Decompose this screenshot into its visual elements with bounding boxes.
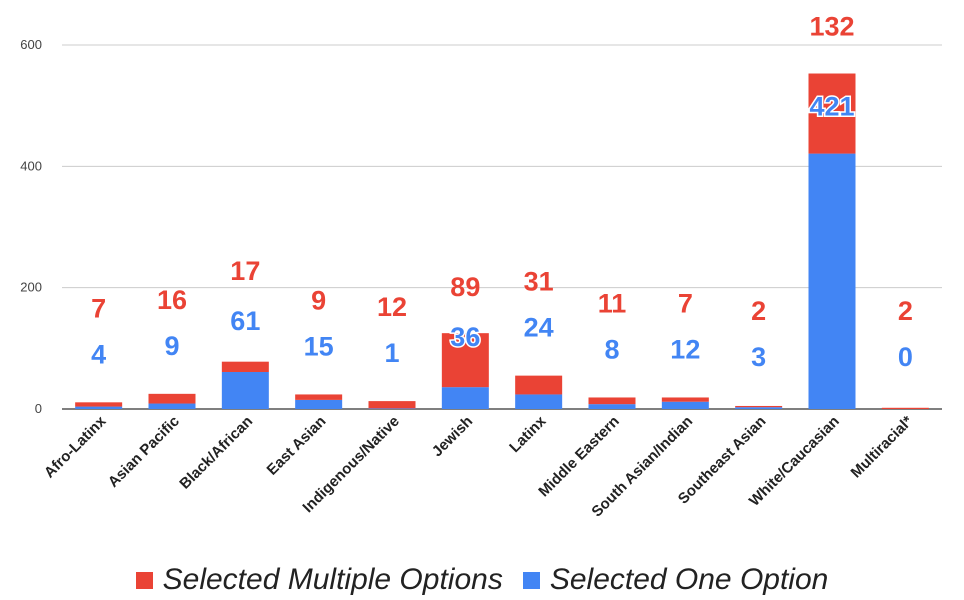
- data-label-one-option: 1: [384, 338, 399, 368]
- y-tick-label: 600: [20, 37, 42, 52]
- data-label-multiple-options: 17: [230, 256, 260, 286]
- legend-swatch-one: [522, 571, 540, 589]
- data-label-one-option: 12: [670, 334, 700, 364]
- bar-multiple-options: [75, 402, 123, 407]
- bar-one-option: [661, 401, 709, 409]
- data-label-multiple-options: 31: [524, 267, 554, 297]
- bar-one-option: [808, 153, 856, 409]
- data-label-one-option: 421: [809, 92, 854, 122]
- bars: [75, 73, 929, 409]
- y-tick-label: 400: [20, 158, 42, 173]
- data-label-multiple-options: 7: [91, 293, 106, 323]
- bar-multiple-options: [368, 401, 416, 409]
- bar-one-option: [295, 399, 343, 409]
- y-tick-label: 200: [20, 280, 42, 295]
- data-labels: 4 7 9 16 61 17 15 9 1 12 36 89 24 31 8 11 12 7 3 2 421 132 0 2: [91, 12, 913, 372]
- bar-one-option: [588, 404, 636, 409]
- bar-one-option: [368, 408, 416, 409]
- legend: Selected Multiple Options Selected One O…: [0, 560, 964, 600]
- bar-one-option: [441, 387, 489, 409]
- data-label-multiple-options: 9: [311, 285, 326, 315]
- legend-label-multiple: Selected Multiple Options: [162, 563, 503, 596]
- data-label-one-option: 8: [604, 334, 619, 364]
- bar-one-option: [515, 394, 563, 409]
- x-tick-label: Asian Pacific: [105, 413, 183, 491]
- data-label-one-option: 9: [164, 331, 179, 361]
- bar-multiple-options: [881, 407, 929, 409]
- data-label-one-option: 61: [230, 306, 260, 336]
- bar-multiple-options: [735, 405, 783, 408]
- data-label-multiple-options: 16: [157, 285, 187, 315]
- x-tick-label: Jewish: [429, 413, 476, 460]
- bar-multiple-options: [148, 393, 196, 404]
- data-label-multiple-options: 89: [450, 272, 480, 302]
- bar-one-option: [148, 403, 196, 409]
- gridlines: [62, 44, 942, 410]
- x-tick-label: Multiracial*: [848, 413, 917, 482]
- legend-swatch-multiple: [135, 571, 153, 589]
- legend-label-one: Selected One Option: [549, 563, 829, 596]
- data-label-one-option: 15: [304, 331, 334, 361]
- data-label-multiple-options: 11: [598, 288, 627, 318]
- bar-multiple-options: [515, 375, 563, 395]
- x-tick-label: East Asian: [264, 413, 330, 479]
- data-label-one-option: 4: [91, 339, 106, 369]
- bar-multiple-options: [441, 333, 489, 388]
- data-label-multiple-options: 7: [678, 288, 693, 318]
- data-label-one-option: 36: [450, 322, 480, 352]
- bar-multiple-options: [295, 394, 343, 400]
- bar-multiple-options: [661, 397, 709, 402]
- y-tick-label: 0: [35, 401, 42, 416]
- bar-multiple-options: [221, 361, 269, 372]
- data-label-one-option: 3: [751, 342, 766, 372]
- data-label-one-option: 24: [524, 313, 554, 343]
- data-label-multiple-options: 12: [377, 292, 407, 322]
- legend-item-one: Selected One Option: [522, 563, 829, 597]
- data-label-one-option: 0: [898, 342, 913, 372]
- y-axis: 0 200 400 600: [20, 37, 42, 416]
- data-label-multiple-options: 2: [751, 296, 766, 326]
- data-label-multiple-options: 132: [809, 12, 854, 42]
- bar-one-option: [75, 406, 123, 409]
- bar-multiple-options: [588, 397, 636, 405]
- bar-multiple-options: [808, 73, 856, 154]
- x-tick-label: Black/African: [176, 413, 256, 493]
- data-label-multiple-options: 2: [898, 296, 913, 326]
- x-tick-label: Afro-Latinx: [41, 412, 110, 481]
- bar-one-option: [735, 407, 783, 409]
- bar-one-option: [221, 371, 269, 409]
- x-tick-label: Latinx: [506, 412, 550, 456]
- legend-item-multiple: Selected Multiple Options: [135, 563, 503, 597]
